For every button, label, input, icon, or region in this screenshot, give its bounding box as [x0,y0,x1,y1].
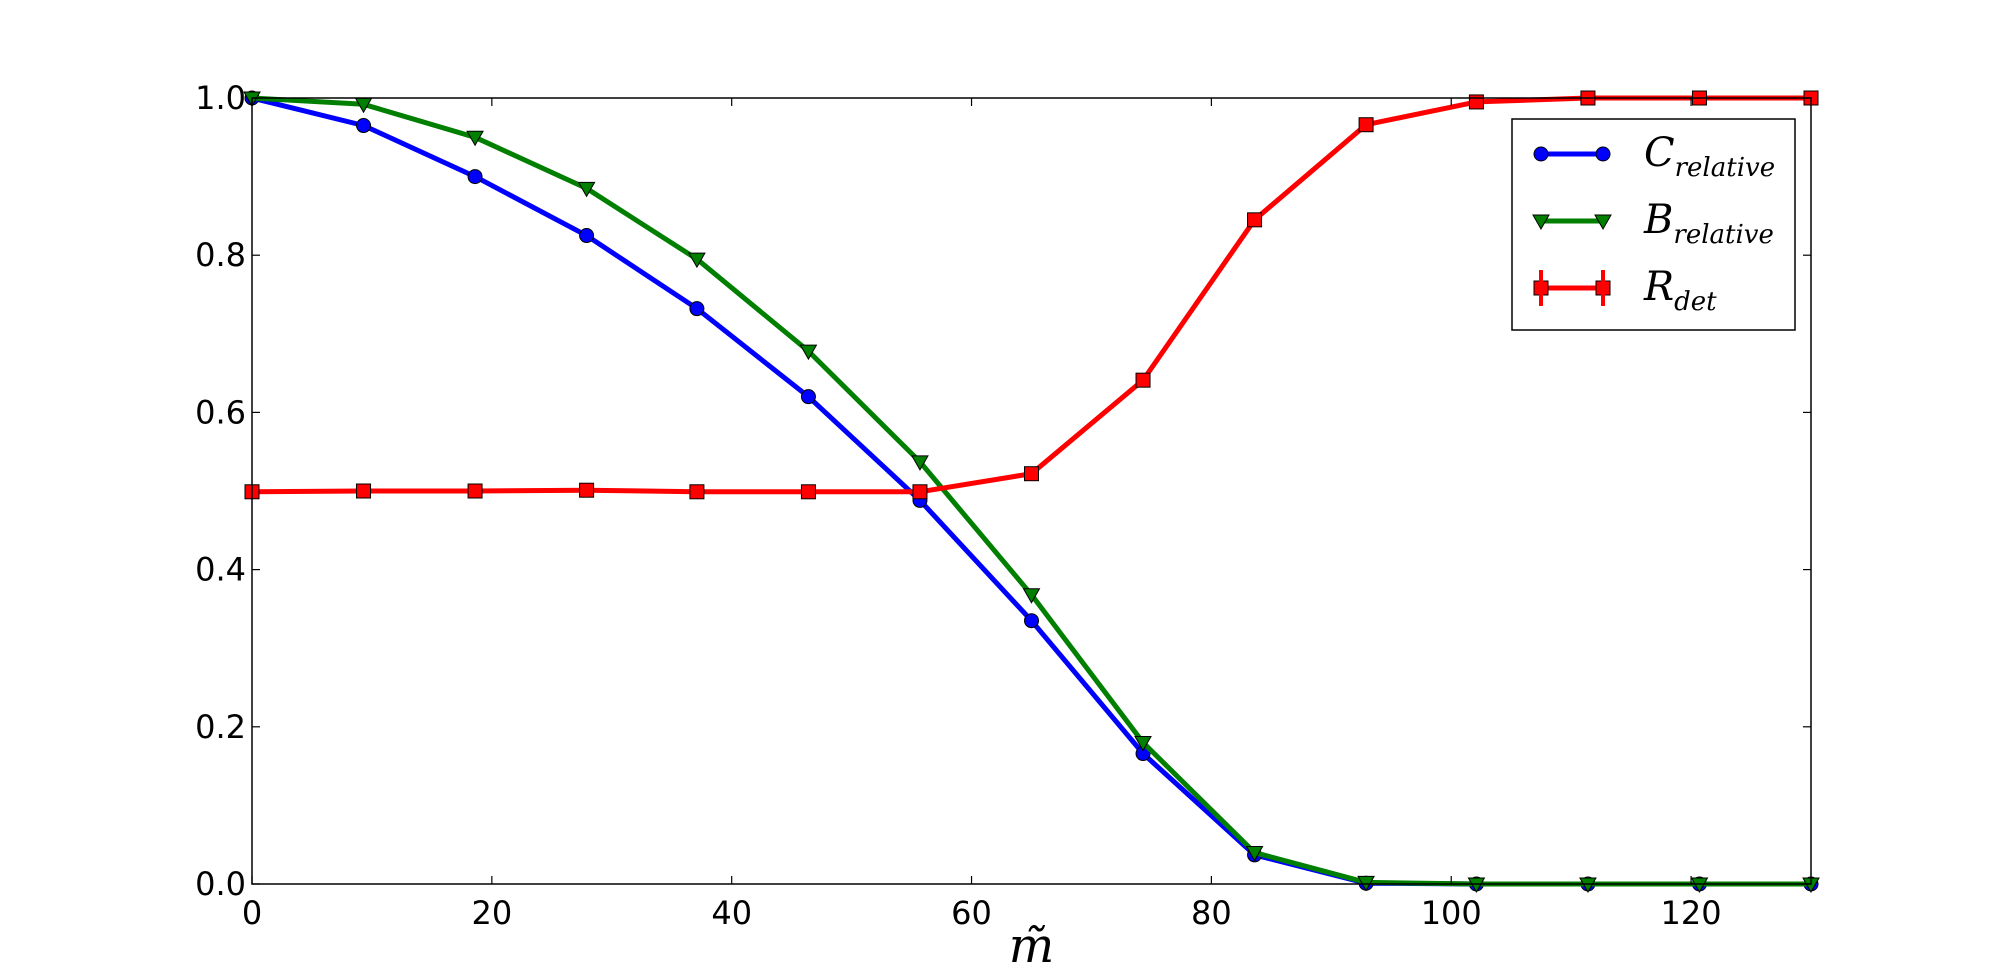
legend-marker [1595,146,1611,162]
data-point [1024,613,1039,629]
legend-marker [1594,214,1612,231]
x-tick-label: 0 [242,894,262,932]
x-tick-label: 40 [711,894,752,932]
legend-marker [1533,146,1549,162]
y-tick-label: 0.0 [195,865,246,903]
data-point [911,455,929,471]
data-point [356,118,372,134]
y-tick-label: 0.4 [195,551,246,589]
data-point [356,483,372,499]
y-tick-label: 0.6 [195,393,246,431]
legend-label: Crelative [1644,130,1775,183]
axes: 0 20 40 60 80 100 120 0.0 0.2 0.4 0.6 0.8 1.0 m̃ [195,79,1812,974]
x-tick-label: 100 [1421,894,1482,932]
data-point [1358,117,1374,133]
legend-label: Brelative [1643,197,1774,250]
axes-frame [251,97,1812,885]
legend-label: Rdet [1643,264,1717,317]
data-point [1135,372,1151,388]
x-tick-label: 80 [1191,894,1232,932]
data-point [1579,877,1597,894]
data-point [912,484,928,500]
data-point [688,252,706,269]
data-point [467,169,483,185]
data-point [689,484,705,500]
legend-entry: Brelative [1532,197,1774,250]
data-point [579,228,595,244]
legend-entry: Rdet [1533,264,1717,317]
data-point [1467,877,1486,894]
data-point [1247,212,1263,228]
legend-marker [1532,214,1550,231]
legend-entry: Crelative [1533,130,1775,183]
data-point [579,482,595,498]
data-point [799,344,818,361]
data-point [1468,94,1484,110]
data-point [1134,736,1152,752]
legend: Crelative Brelative Rdet [1511,118,1796,331]
x-tick-label: 60 [951,894,992,932]
data-point [1022,588,1041,604]
data-point [1024,466,1039,482]
y-tick-label: 0.8 [195,236,246,274]
data-point [689,301,705,317]
x-tick-label: 120 [1661,894,1722,932]
data-point [800,389,816,405]
y-tick-label: 0.2 [195,708,246,746]
data-point [577,181,596,198]
data-point [467,483,483,499]
x-tick-label: 20 [471,894,512,932]
x-axis-title: m̃ [1009,918,1055,974]
y-tick-label: 1.0 [195,79,246,117]
data-point [800,484,816,500]
data-point [1690,877,1709,894]
data-point [466,130,484,147]
data-point [1245,846,1264,862]
